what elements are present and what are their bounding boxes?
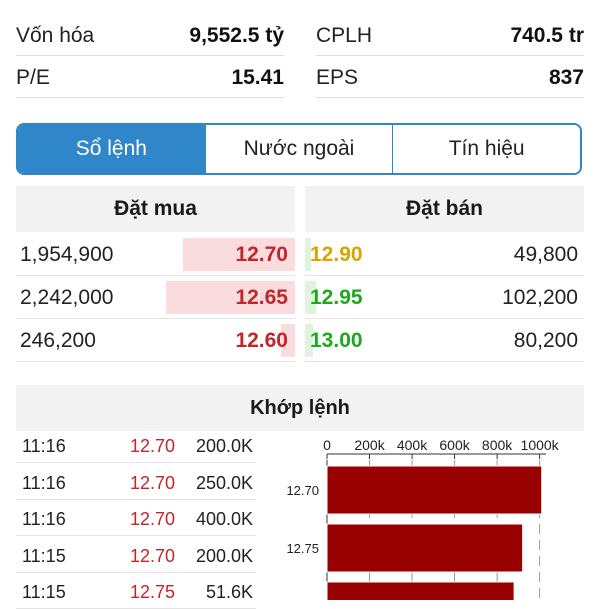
price-volume-bar (326, 523, 524, 573)
buy-volume: 246,200 (20, 329, 96, 352)
trade-volume: 250.0K (195, 473, 253, 493)
buy-header: Đặt mua (16, 186, 295, 232)
trade-time: 11:16 (22, 473, 66, 493)
buy-price: 12.60 (235, 329, 288, 352)
buy-price: 12.70 (235, 243, 288, 266)
tab-foreign[interactable]: Nước ngoài (204, 125, 393, 173)
x-tick-label: 400k (397, 437, 428, 453)
sell-depth-bar (305, 324, 313, 357)
sell-header: Đặt bán (305, 186, 584, 232)
row-divider (16, 499, 256, 500)
price-volume-bar (326, 465, 543, 515)
buy-price: 12.65 (235, 286, 288, 309)
sell-price: 12.90 (310, 243, 363, 266)
sell-price: 13.00 (310, 329, 363, 352)
trade-price: 12.70 (130, 436, 176, 456)
y-tick-label: 12.70 (286, 483, 319, 498)
buy-volume: 2,242,000 (20, 286, 114, 309)
tab-signals[interactable]: Tín hiệu (392, 125, 580, 173)
x-tick-label: 800k (482, 437, 513, 453)
stat-label: Vốn hóa (16, 24, 95, 47)
row-divider (305, 275, 584, 276)
sell-volume: 80,200 (513, 329, 578, 352)
stat-label: EPS (316, 66, 359, 89)
trade-time: 11:16 (22, 509, 66, 529)
trade-price: 12.70 (130, 509, 176, 529)
trade-time: 11:15 (22, 546, 66, 566)
row-divider (16, 275, 295, 276)
divider (316, 97, 584, 98)
sell-depth-bar (305, 281, 316, 314)
trade-price: 12.70 (130, 546, 176, 566)
buy-depth-bar (183, 238, 295, 271)
sell-depth-bar (305, 238, 311, 271)
matching-header: Khớp lệnh (16, 385, 584, 431)
divider (16, 55, 284, 56)
buy-volume: 1,954,900 (20, 243, 114, 266)
sell-price: 12.95 (310, 286, 363, 309)
trade-volume: 400.0K (195, 509, 253, 529)
trade-price: 12.70 (130, 473, 176, 493)
trade-price: 12.75 (130, 582, 176, 602)
stat-value: 837 (548, 66, 584, 89)
trade-volume: 51.6K (205, 582, 253, 602)
divider (316, 55, 584, 56)
row-divider (16, 572, 256, 573)
trade-time: 11:15 (22, 582, 66, 602)
x-tick-label: 200k (354, 437, 385, 453)
trade-time: 11:16 (22, 436, 66, 456)
y-tick-label: 12.75 (286, 541, 319, 556)
row-divider (16, 535, 256, 536)
row-divider (16, 462, 256, 463)
stat-value: 9,552.5 tỷ (189, 24, 284, 47)
trade-volume: 200.0K (195, 436, 253, 456)
trade-volume: 200.0K (195, 546, 253, 566)
stat-label: CPLH (316, 24, 373, 47)
x-tick-label: 0 (323, 437, 331, 453)
segmented-tabs: Sổ lệnh Nước ngoài Tín hiệu (16, 123, 582, 175)
row-divider (305, 361, 584, 362)
price-volume-bar (326, 581, 515, 600)
buy-depth-bar (166, 281, 295, 314)
row-divider (16, 361, 295, 362)
x-tick-label: 1000k (521, 437, 560, 453)
stat-value: 15.41 (231, 66, 284, 89)
sell-volume: 49,800 (513, 243, 578, 266)
stat-value: 740.5 tr (510, 24, 584, 47)
divider (16, 97, 284, 98)
sell-volume: 102,200 (502, 286, 578, 309)
row-divider (16, 318, 295, 319)
stat-label: P/E (16, 66, 50, 89)
row-divider (305, 318, 584, 319)
x-tick-label: 600k (439, 437, 470, 453)
buy-depth-bar (281, 324, 295, 357)
tab-order-book[interactable]: Sổ lệnh (18, 125, 205, 173)
